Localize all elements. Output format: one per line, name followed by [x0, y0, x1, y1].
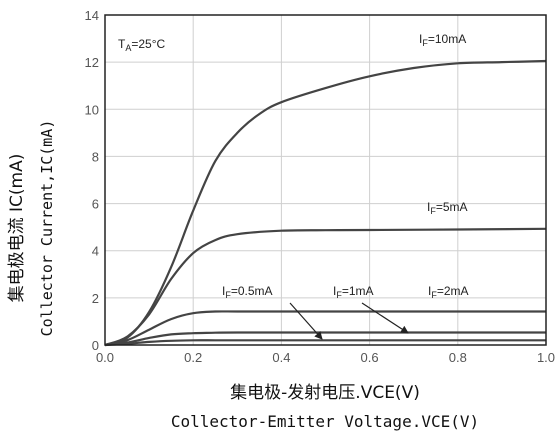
curve-if-2ma: [104, 310, 546, 347]
y-tick-label: 6: [92, 197, 99, 212]
y-axis-label-cn: 集电极电流 IC(mA): [7, 154, 27, 303]
y-tick-label: 4: [92, 244, 99, 259]
arrow-if-0-5ma: [289, 302, 323, 340]
curves: [104, 59, 547, 347]
x-axis-label-cn: 集电极-发射电压.VCE(V): [230, 383, 420, 403]
curve-if-5ma: [104, 227, 547, 347]
x-tick-label: 0.4: [272, 350, 290, 365]
x-tick-label: 1.0: [537, 350, 555, 365]
x-tick-label: 0.6: [361, 350, 379, 365]
curve-if-0-5ma: [104, 339, 546, 347]
y-tick-label: 8: [92, 149, 99, 164]
label-if-10ma: IF=10mA: [419, 32, 466, 48]
curve-labels: IF=10mA IF=5mA IF=2mA IF=1mA IF=0.5mA: [222, 32, 469, 340]
y-tick-label: 14: [85, 8, 99, 23]
label-if-1ma: IF=1mA: [333, 284, 374, 300]
y-tick-label: 10: [85, 102, 99, 117]
arrow-if-1ma: [361, 302, 409, 334]
grid: [104, 14, 547, 346]
y-tick-label: 2: [92, 291, 99, 306]
tick-labels: 0.0 0.2 0.4 0.6 0.8 1.0 0 2 4 6 8 10 12 14: [85, 8, 555, 365]
y-tick-label: 0: [92, 338, 99, 353]
temperature-annotation: TA=25°C: [118, 37, 166, 53]
curve-if-1ma: [104, 331, 546, 347]
y-tick-label: 12: [85, 55, 99, 70]
x-axis-label-en: Collector-Emitter Voltage.VCE(V): [171, 412, 479, 431]
plot-frame: [104, 14, 547, 346]
label-if-2ma: IF=2mA: [428, 284, 469, 300]
x-tick-label: 0.0: [96, 350, 114, 365]
curve-if-10ma: [104, 59, 547, 347]
y-axis-label-en: Collector Current,IC(mA): [38, 120, 56, 337]
x-tick-label: 0.2: [184, 350, 202, 365]
label-if-5ma: IF=5mA: [427, 200, 468, 216]
label-if-0-5ma: IF=0.5mA: [222, 284, 273, 300]
x-tick-label: 0.8: [449, 350, 467, 365]
